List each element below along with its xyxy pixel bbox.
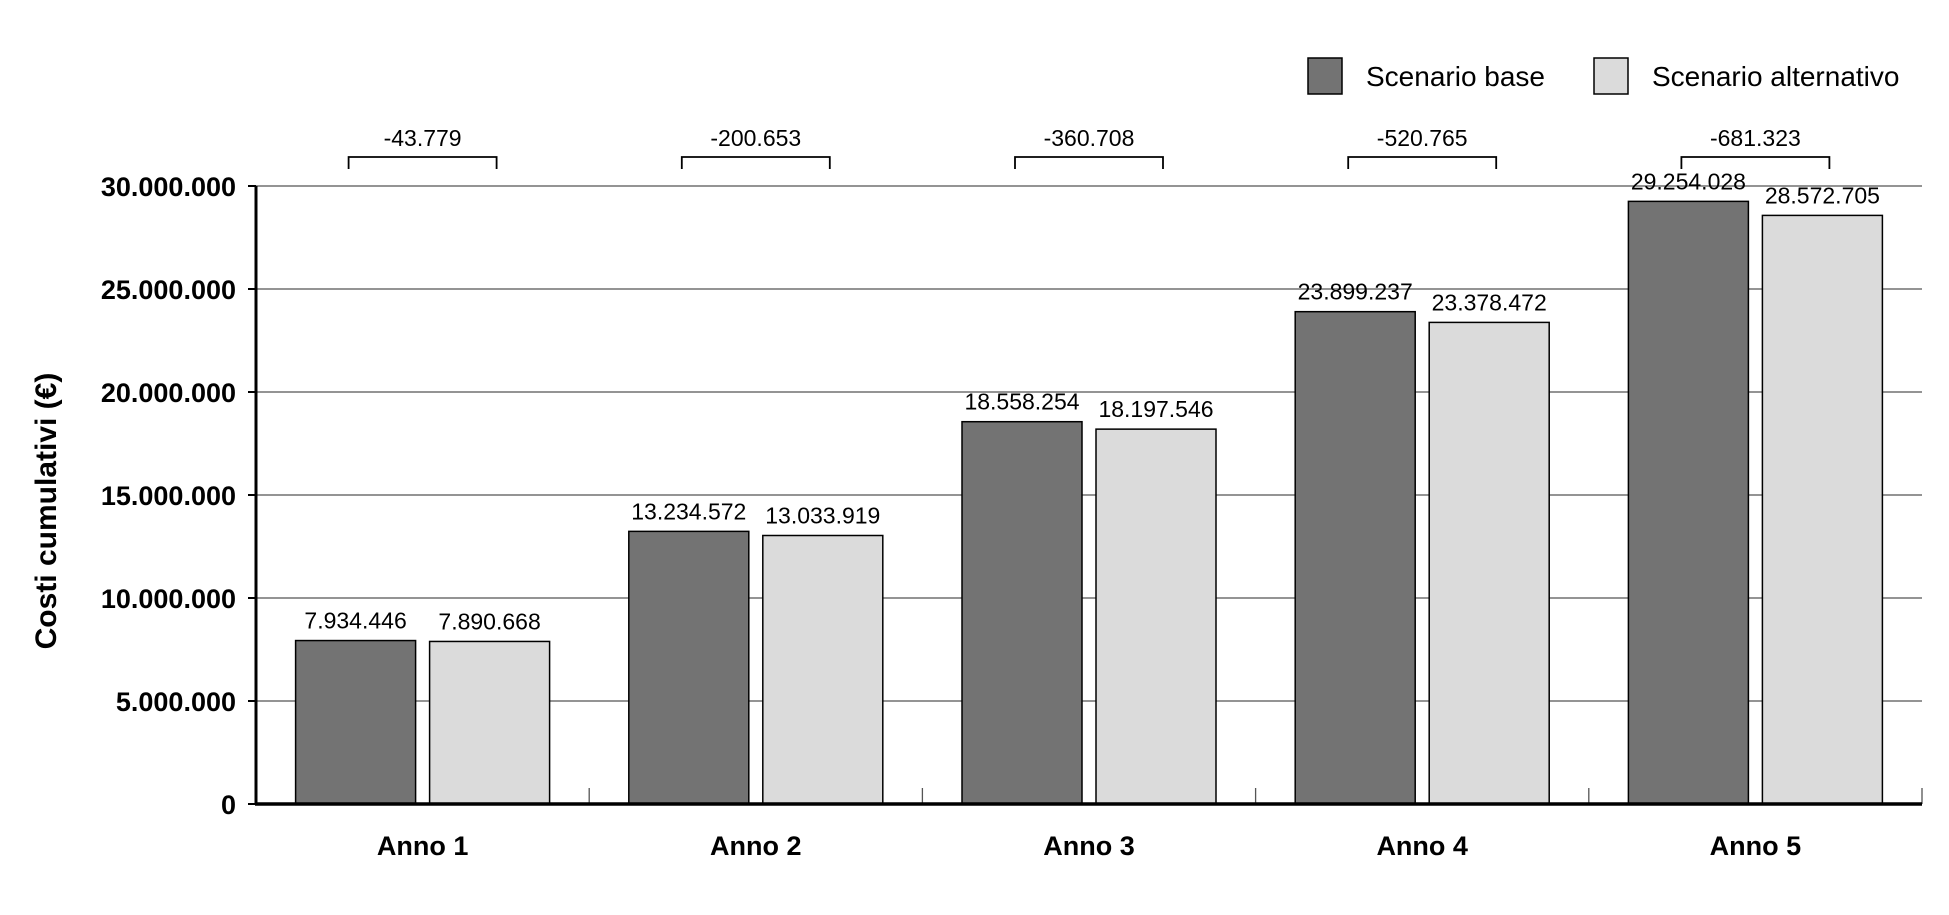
y-tick-label: 10.000.000 — [101, 584, 236, 614]
bar-value-label: 13.033.919 — [765, 503, 880, 529]
bar-value-label: 7.934.446 — [304, 608, 406, 634]
difference-label: -360.708 — [1044, 125, 1135, 151]
legend: Scenario base Scenario alternativo — [1307, 57, 1899, 95]
bar-value-label: 29.254.028 — [1631, 168, 1746, 194]
bar-scenario-base — [628, 530, 750, 805]
x-category-label: Anno 3 — [1043, 831, 1135, 861]
x-category-label: Anno 4 — [1376, 831, 1468, 861]
bar-scenario-base — [294, 639, 417, 805]
legend-swatch-scenario-alternativo — [1593, 57, 1629, 95]
bar-value-label: 18.197.546 — [1098, 396, 1213, 422]
difference-label: -200.653 — [710, 125, 801, 151]
difference-bracket — [1347, 156, 1498, 169]
legend-label-scenario-base: Scenario base — [1366, 61, 1545, 92]
difference-bracket — [347, 156, 498, 169]
bar-value-label: 23.899.237 — [1298, 279, 1413, 305]
x-category-label: Anno 1 — [377, 831, 469, 861]
y-tick-label: 25.000.000 — [101, 275, 236, 305]
bars — [294, 200, 1884, 805]
y-tick-label: 5.000.000 — [116, 687, 236, 717]
bar-scenario-alternativo — [762, 534, 884, 805]
bar-scenario-base — [1294, 310, 1416, 805]
bar-scenario-alternativo — [1761, 214, 1884, 805]
axes — [254, 186, 1923, 806]
y-axis-title: Costi cumulativi (€) — [30, 373, 63, 650]
bar-value-label: 18.558.254 — [964, 389, 1079, 415]
bar-scenario-alternativo — [1428, 321, 1550, 805]
y-axis-ticks: 0 5.000.000 10.000.000 15.000.000 20.000.000… — [101, 172, 256, 820]
difference-bracket — [1680, 156, 1831, 169]
bar-scenario-alternativo — [1095, 428, 1217, 805]
bar-scenario-base — [961, 420, 1083, 805]
x-category-label: Anno 2 — [710, 831, 802, 861]
legend-label-scenario-alternativo: Scenario alternativo — [1652, 61, 1899, 92]
difference-label: -43.779 — [384, 125, 462, 151]
x-category-label: Anno 5 — [1710, 831, 1802, 861]
difference-annotations: -43.779 -200.653 -360.708 -520.765 -681.323 — [347, 125, 1831, 169]
difference-bracket — [680, 156, 831, 169]
bar-value-labels: 7.934.446 7.890.668 13.234.572 13.033.919 18… — [304, 168, 1880, 634]
y-tick-label: 0 — [221, 790, 236, 820]
bar-value-label: 7.890.668 — [438, 608, 540, 634]
bar-scenario-base — [1627, 200, 1750, 805]
difference-label: -681.323 — [1710, 125, 1801, 151]
bar-value-label: 13.234.572 — [631, 498, 746, 524]
bar-value-label: 23.378.472 — [1432, 289, 1547, 315]
difference-bracket — [1014, 156, 1164, 169]
difference-label: -520.765 — [1377, 125, 1468, 151]
y-tick-label: 15.000.000 — [101, 481, 236, 511]
x-axis-category-labels: Anno 1 Anno 2 Anno 3 Anno 4 Anno 5 — [377, 831, 1801, 861]
legend-swatch-scenario-base — [1307, 57, 1343, 95]
bar-scenario-alternativo — [428, 640, 551, 805]
y-tick-label: 20.000.000 — [101, 378, 236, 408]
bar-value-label: 28.572.705 — [1765, 182, 1880, 208]
y-tick-label: 30.000.000 — [101, 172, 236, 202]
